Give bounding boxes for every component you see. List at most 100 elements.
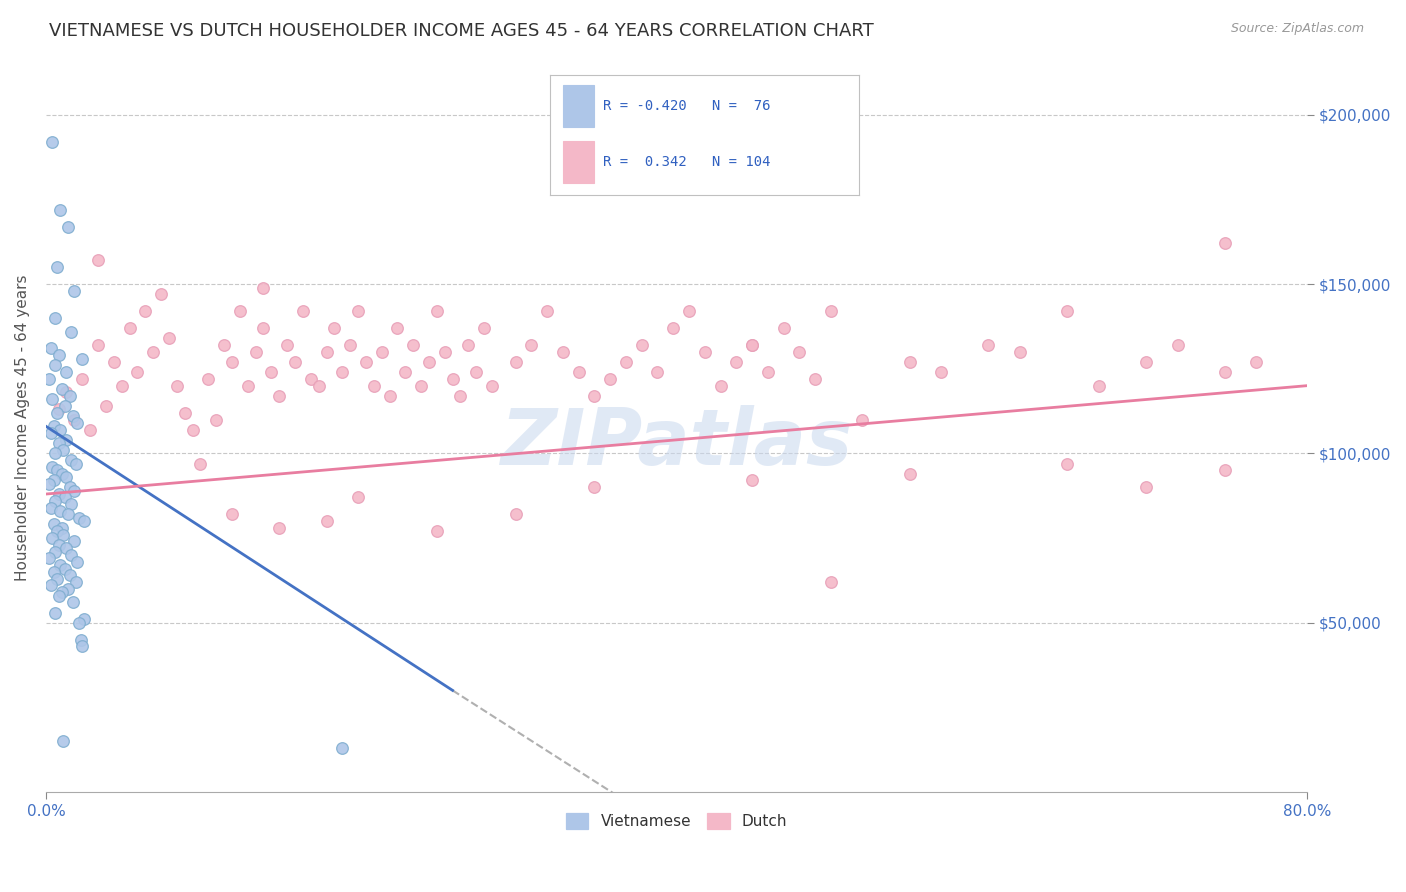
Point — [46, 572, 69, 586]
Point — [111, 378, 134, 392]
Point — [583, 389, 606, 403]
Point — [55, 470, 77, 484]
Point — [568, 365, 591, 379]
Point — [51, 467, 73, 481]
Point — [1213, 236, 1236, 251]
Point — [363, 378, 385, 392]
Point — [52, 734, 75, 748]
Point — [60, 325, 83, 339]
Point — [44, 544, 66, 558]
Point — [269, 521, 291, 535]
Point — [205, 412, 228, 426]
Point — [46, 463, 69, 477]
Point — [53, 491, 76, 505]
Point — [41, 135, 63, 149]
Point — [49, 504, 72, 518]
Point — [55, 541, 77, 556]
Point — [536, 304, 558, 318]
Point — [53, 399, 76, 413]
Point — [62, 595, 84, 609]
Point — [70, 372, 93, 386]
Point — [551, 344, 574, 359]
Y-axis label: Householder Income Ages 45 - 64 years: Householder Income Ages 45 - 64 years — [15, 275, 30, 582]
Point — [330, 741, 353, 756]
Point — [426, 304, 449, 318]
Point — [66, 416, 89, 430]
Point — [221, 508, 243, 522]
Point — [387, 321, 409, 335]
Point — [65, 575, 87, 590]
Point — [49, 423, 72, 437]
Point — [42, 419, 65, 434]
Point — [62, 409, 84, 424]
Point — [450, 389, 472, 403]
Point — [49, 202, 72, 217]
Point — [315, 344, 337, 359]
Point — [134, 304, 156, 318]
Point — [330, 365, 353, 379]
Point — [51, 585, 73, 599]
Point — [39, 500, 62, 515]
Point — [49, 558, 72, 573]
Point — [725, 355, 748, 369]
Point — [56, 508, 79, 522]
Point — [41, 531, 63, 545]
Point — [851, 412, 873, 426]
Text: Source: ZipAtlas.com: Source: ZipAtlas.com — [1230, 22, 1364, 36]
Point — [756, 365, 779, 379]
Point — [44, 493, 66, 508]
Point — [481, 378, 503, 392]
Point — [59, 389, 82, 403]
Point — [315, 514, 337, 528]
Point — [127, 365, 149, 379]
Point — [67, 510, 90, 524]
Point — [1246, 355, 1268, 369]
Point — [520, 338, 543, 352]
Point — [505, 355, 527, 369]
Point — [693, 344, 716, 359]
Point — [53, 561, 76, 575]
Point — [308, 378, 330, 392]
Point — [55, 385, 77, 400]
Point — [347, 304, 370, 318]
Point — [39, 342, 62, 356]
Point — [63, 284, 86, 298]
Text: VIETNAMESE VS DUTCH HOUSEHOLDER INCOME AGES 45 - 64 YEARS CORRELATION CHART: VIETNAMESE VS DUTCH HOUSEHOLDER INCOME A… — [49, 22, 875, 40]
Point — [284, 355, 307, 369]
Point — [1087, 378, 1109, 392]
Point — [103, 355, 125, 369]
Point — [181, 423, 204, 437]
Point — [426, 524, 449, 539]
Point — [630, 338, 652, 352]
Point — [70, 351, 93, 366]
Point — [221, 355, 243, 369]
Point — [42, 474, 65, 488]
Point — [402, 338, 425, 352]
Point — [741, 338, 763, 352]
Point — [55, 433, 77, 447]
Point — [67, 615, 90, 630]
Point — [741, 338, 763, 352]
Point — [252, 280, 274, 294]
Point — [46, 260, 69, 275]
Point — [48, 348, 70, 362]
Point — [59, 568, 82, 582]
Point — [60, 453, 83, 467]
Point — [69, 632, 91, 647]
Point — [48, 538, 70, 552]
Point — [38, 551, 60, 566]
Point — [252, 321, 274, 335]
Point — [804, 372, 827, 386]
Point — [662, 321, 685, 335]
Point — [56, 219, 79, 234]
Point — [409, 378, 432, 392]
Point — [51, 382, 73, 396]
Point — [1008, 344, 1031, 359]
Point — [441, 372, 464, 386]
Point — [229, 304, 252, 318]
Point — [505, 508, 527, 522]
Point — [1135, 480, 1157, 494]
Point — [583, 480, 606, 494]
Point — [63, 483, 86, 498]
Point — [772, 321, 794, 335]
